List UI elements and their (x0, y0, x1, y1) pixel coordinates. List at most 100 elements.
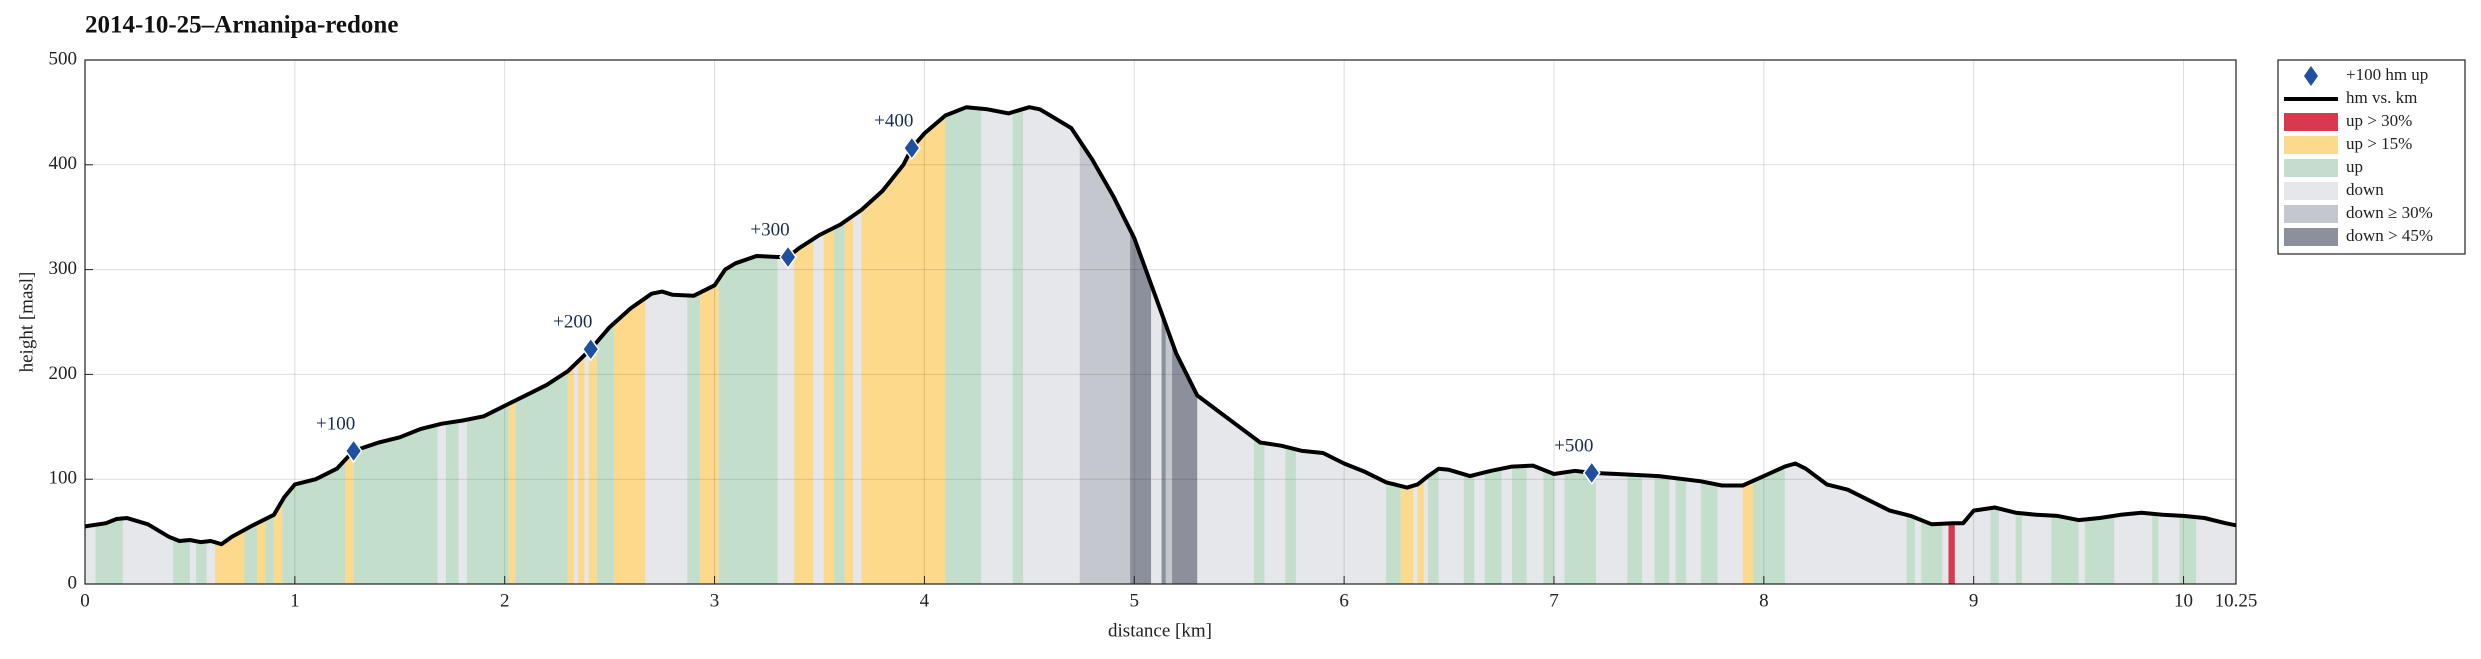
grade-span (794, 107, 814, 584)
legend-swatch (2284, 182, 2338, 200)
x-tick-label: 0 (80, 590, 90, 611)
grade-span (2152, 107, 2159, 584)
legend-label: down > 45% (2346, 226, 2433, 245)
shading (85, 107, 2236, 584)
x-tick-label: 10 (2174, 590, 2193, 611)
grade-span (1654, 107, 1670, 584)
grade-span (1400, 107, 1414, 584)
x-tick-label: 5 (1130, 590, 1140, 611)
legend: +100 hm up hm vs. km up > 30% up > 15% up dow… (2277, 59, 2466, 255)
x-tick-label: 7 (1549, 590, 1559, 611)
y-tick-label: 200 (49, 363, 78, 384)
grade-span (1753, 107, 1785, 584)
legend-label: up > 15% (2346, 134, 2412, 153)
legend-swatch (2284, 113, 2338, 131)
grade-span (282, 107, 346, 584)
grade-span (1079, 107, 1131, 584)
x-tick-label: 6 (1339, 590, 1349, 611)
grade-span (1990, 107, 1999, 584)
grade-span (1428, 107, 1439, 584)
x-tick-label: 1 (290, 590, 300, 611)
x-tick-label: 2 (500, 590, 510, 611)
grade-span (834, 107, 845, 584)
grade-span (1012, 107, 1024, 584)
grade-span (1564, 107, 1596, 584)
grade-span (597, 107, 614, 584)
grade-span (2179, 107, 2197, 584)
grade-span (508, 107, 516, 584)
grade-span (215, 107, 245, 584)
grade-span (1921, 107, 1943, 584)
x-tick-label: 8 (1759, 590, 1769, 611)
grade-span (244, 107, 258, 584)
grade-span (345, 107, 354, 584)
grade-span (718, 107, 778, 584)
climb-label: +500 (1554, 435, 1593, 456)
legend-swatch (2284, 159, 2338, 177)
grade-span (861, 107, 946, 584)
y-tick-label: 300 (49, 258, 78, 279)
legend-label: up > 30% (2346, 111, 2412, 130)
profile-line (84, 105, 2237, 547)
x-tick-label: 3 (710, 590, 720, 611)
y-tick-label: 500 (49, 48, 78, 69)
grade-span (1484, 107, 1502, 584)
grade-span (257, 107, 266, 584)
y-tick-label: 100 (49, 468, 78, 489)
climb-label: +400 (874, 110, 913, 131)
y-axis-label: height [masl] (16, 272, 37, 373)
grade-span (1161, 107, 1166, 584)
grade-span (1285, 107, 1296, 584)
grade-span (466, 107, 509, 584)
grade-span (1627, 107, 1643, 584)
climb-label: +200 (553, 312, 592, 333)
legend-swatch (2284, 205, 2338, 223)
y-tick-label: 400 (49, 153, 78, 174)
grade-span (1742, 107, 1754, 584)
grade-span (173, 107, 190, 584)
climb-marker (902, 135, 921, 161)
grade-span (2015, 107, 2022, 584)
grade-span (353, 107, 438, 584)
grade-span (699, 107, 719, 584)
grade-span (2051, 107, 2079, 584)
foreground: 0 1 2 3 4 5 6 7 8 9 10 10.25 0 100 200 300 400 500 +100 +20… (49, 48, 2258, 611)
legend-label: down ≥ 30% (2346, 203, 2433, 222)
grade-span (613, 107, 646, 584)
x-tick-label: 10.25 (2215, 590, 2258, 611)
legend-swatch (2304, 66, 2318, 86)
climb-label: +300 (750, 219, 789, 240)
grade-span (1253, 107, 1265, 584)
grade-span (1386, 107, 1401, 584)
x-tick-label: 9 (1969, 590, 1979, 611)
legend-label: up (2346, 157, 2363, 176)
climb-label: +100 (316, 413, 355, 434)
legend-label: +100 hm up (2346, 65, 2428, 84)
climb-marker (344, 438, 363, 464)
climb-marker (1582, 460, 1601, 486)
grade-span (1948, 107, 1955, 584)
y-tick-label: 0 (68, 572, 78, 593)
grade-span (196, 107, 207, 584)
grade-span (445, 107, 459, 584)
grade-span (95, 107, 123, 584)
grade-span (1512, 107, 1527, 584)
climb-marker (581, 336, 600, 362)
x-tick-label: 4 (920, 590, 930, 611)
grade-span (1463, 107, 1475, 584)
x-axis-label: distance [km] (1108, 620, 1212, 641)
grade-span (823, 107, 835, 584)
grade-span (2084, 107, 2115, 584)
grade-span (1417, 107, 1424, 584)
grade-span (1675, 107, 1687, 584)
legend-label: down (2346, 180, 2384, 199)
grade-span (945, 107, 982, 584)
chart-title: 2014-10-25–Arnanipa-redone (85, 12, 398, 39)
plot-frame (84, 59, 2237, 585)
grade-span (1130, 107, 1152, 584)
grade-span (687, 107, 700, 584)
grade-span (844, 107, 854, 584)
grade-span (1172, 107, 1198, 584)
legend-swatch (2284, 136, 2338, 154)
